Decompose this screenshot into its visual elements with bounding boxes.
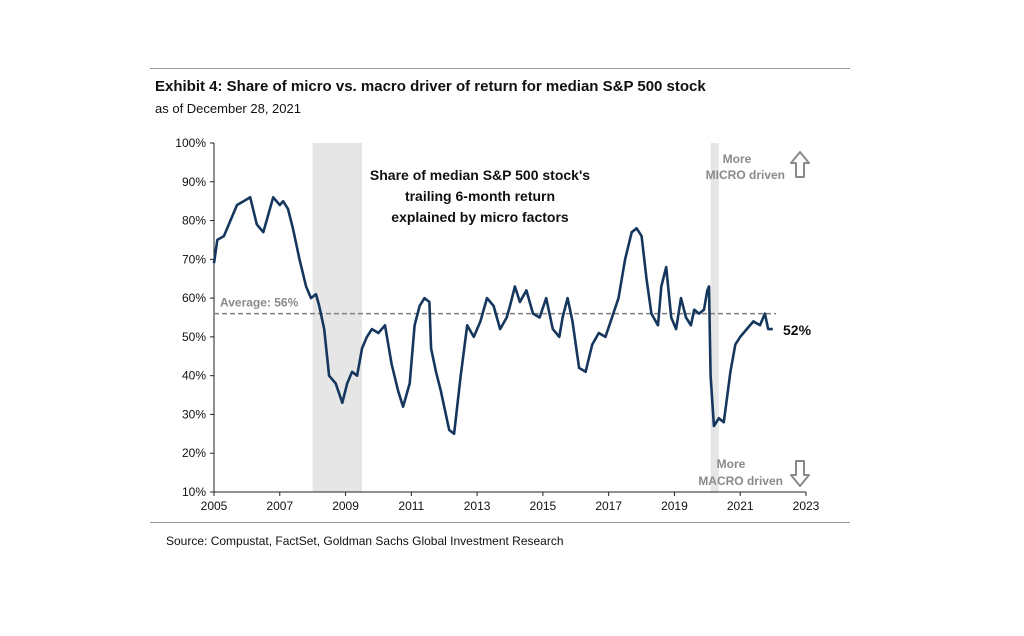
- y-tick-label: 70%: [182, 252, 206, 266]
- chart-title: Exhibit 4: Share of micro vs. macro driv…: [155, 78, 706, 95]
- x-tick-label: 2007: [266, 499, 293, 513]
- shaded-period-0: [312, 143, 362, 492]
- x-tick-label: 2011: [398, 499, 424, 513]
- top-rule: [150, 68, 850, 69]
- bottom-rule: [150, 522, 850, 523]
- chart-subtitle: as of December 28, 2021: [155, 101, 301, 116]
- y-tick-label: 100%: [175, 136, 206, 150]
- annotation-line-0: Share of median S&P 500 stock's: [370, 167, 590, 183]
- series-line: [212, 196, 773, 436]
- down-arrow-icon: [790, 460, 810, 487]
- x-tick-label: 2017: [595, 499, 622, 513]
- y-tick-label: 30%: [182, 407, 206, 421]
- up-note-line-1: MICRO driven: [706, 168, 785, 182]
- annotation-line-2: explained by micro factors: [391, 209, 569, 225]
- shaded-period-1: [710, 143, 719, 492]
- y-tick-label: 50%: [182, 330, 206, 344]
- y-tick-label: 20%: [182, 446, 206, 460]
- x-tick-label: 2021: [727, 499, 754, 513]
- y-tick-label: 10%: [182, 485, 206, 499]
- x-tick-label: 2019: [661, 499, 688, 513]
- up-arrow-icon: [790, 151, 810, 178]
- last-value-label: 52%: [783, 322, 812, 338]
- x-tick-label: 2013: [464, 499, 491, 513]
- down-note-line-0: More: [717, 457, 746, 471]
- annotation-line-1: trailing 6-month return: [405, 188, 555, 204]
- y-tick-label: 90%: [182, 175, 206, 189]
- y-tick-label: 60%: [182, 291, 206, 305]
- y-tick-label: 40%: [182, 369, 206, 383]
- y-tick-label: 80%: [182, 214, 206, 228]
- up-note-line-0: More: [723, 152, 752, 166]
- source-note: Source: Compustat, FactSet, Goldman Sach…: [166, 534, 564, 548]
- average-label: Average: 56%: [220, 296, 299, 310]
- down-note-line-1: MACRO driven: [698, 474, 783, 488]
- x-tick-label: 2005: [201, 499, 228, 513]
- x-tick-label: 2009: [332, 499, 359, 513]
- x-tick-label: 2023: [793, 499, 820, 513]
- x-tick-label: 2015: [530, 499, 557, 513]
